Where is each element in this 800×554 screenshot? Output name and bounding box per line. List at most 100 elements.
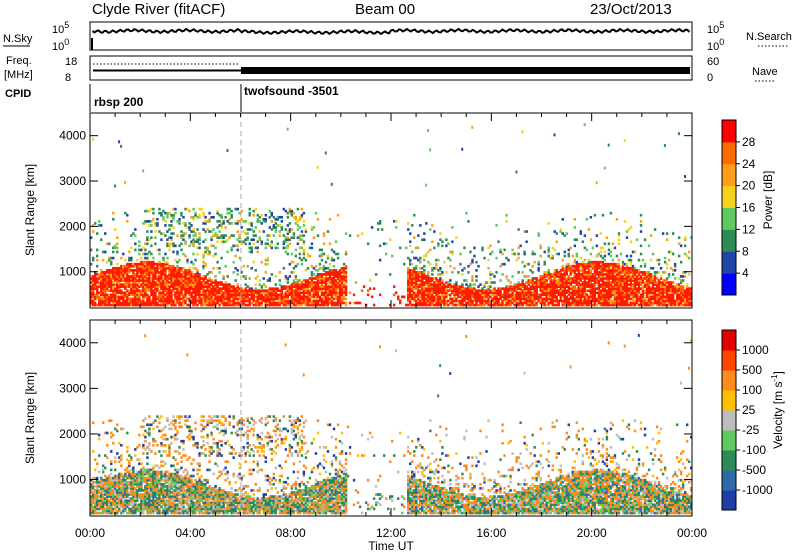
echo-cell bbox=[653, 281, 657, 284]
echo-cell bbox=[469, 301, 472, 305]
echo-cell bbox=[423, 299, 426, 303]
echo-cell bbox=[601, 256, 605, 260]
echo-cell bbox=[228, 236, 231, 239]
echo-cell bbox=[445, 244, 448, 248]
echo-cell bbox=[176, 260, 179, 264]
echo-cell bbox=[405, 246, 408, 250]
echo-cell bbox=[120, 303, 123, 307]
echo-cell bbox=[128, 279, 131, 282]
echo-cell bbox=[599, 285, 603, 288]
echo-cell bbox=[645, 285, 649, 288]
echo-cell bbox=[629, 303, 633, 307]
echo-cell bbox=[154, 242, 157, 246]
echo-cell bbox=[266, 262, 269, 266]
echo-cell bbox=[320, 254, 324, 258]
echo-cell bbox=[613, 246, 617, 250]
echo-cell bbox=[92, 485, 95, 488]
echo-cell bbox=[184, 224, 187, 227]
echo-cell bbox=[515, 283, 518, 286]
echo-cell bbox=[142, 222, 145, 225]
echo-cell bbox=[272, 303, 276, 307]
echo-cell bbox=[108, 242, 111, 246]
echo-cell bbox=[625, 287, 629, 291]
echo-cell bbox=[651, 285, 655, 288]
echo-cell bbox=[539, 244, 542, 248]
echo-cell bbox=[226, 238, 229, 242]
echo-cell bbox=[202, 287, 205, 291]
echo-cell bbox=[581, 262, 585, 266]
echo-cell bbox=[256, 240, 259, 244]
echo-cell bbox=[625, 269, 629, 272]
echo-cell bbox=[104, 299, 107, 303]
echo-cell bbox=[90, 497, 93, 500]
echo-cell bbox=[617, 301, 621, 305]
echo-cell bbox=[246, 232, 249, 235]
echo-cell bbox=[603, 293, 607, 297]
echo-cell bbox=[463, 291, 466, 295]
echo-cell bbox=[555, 279, 558, 282]
echo-cell bbox=[126, 279, 129, 282]
echo-cell bbox=[563, 299, 566, 303]
echo-cell bbox=[649, 289, 653, 293]
echo-cell bbox=[202, 285, 205, 288]
echo-cell bbox=[290, 228, 294, 231]
echo-cell bbox=[300, 281, 304, 284]
echo-cell bbox=[120, 144, 123, 148]
echo-cell bbox=[577, 301, 581, 305]
echo-cell bbox=[96, 277, 99, 280]
echo-cell bbox=[378, 220, 382, 223]
echo-cell bbox=[152, 301, 155, 305]
echo-cell bbox=[338, 269, 342, 272]
echo-cell bbox=[677, 287, 681, 291]
echo-cell bbox=[320, 285, 324, 288]
echo-cell bbox=[623, 266, 627, 270]
echo-cell bbox=[202, 279, 205, 282]
echo-cell bbox=[595, 234, 599, 237]
echo-cell bbox=[136, 295, 139, 299]
echo-cell bbox=[376, 222, 380, 225]
echo-cell bbox=[198, 287, 201, 291]
echo-cell bbox=[573, 303, 577, 307]
echo-cell bbox=[380, 228, 384, 231]
echo-cell bbox=[184, 273, 187, 276]
echo-cell bbox=[565, 289, 568, 293]
echo-cell bbox=[286, 215, 290, 219]
echo-cell bbox=[543, 281, 546, 284]
echo-cell bbox=[272, 299, 276, 303]
echo-cell bbox=[124, 180, 127, 184]
echo-cell bbox=[555, 240, 558, 244]
echo-cell bbox=[158, 275, 161, 278]
echo-cell bbox=[613, 297, 617, 301]
echo-cell bbox=[549, 283, 552, 286]
echo-cell bbox=[443, 299, 446, 303]
echo-cell bbox=[190, 277, 193, 280]
echo-cell bbox=[459, 252, 462, 256]
echo-cell bbox=[511, 291, 514, 295]
echo-cell bbox=[92, 285, 95, 288]
echo-cell bbox=[523, 283, 526, 286]
echo-cell bbox=[156, 289, 159, 293]
echo-cell bbox=[523, 297, 526, 301]
echo-cell bbox=[667, 258, 671, 262]
echo-cell bbox=[613, 264, 617, 268]
echo-cell bbox=[90, 299, 93, 303]
echo-cell bbox=[324, 273, 328, 276]
echo-cell bbox=[204, 283, 207, 286]
echo-cell bbox=[593, 293, 597, 297]
echo-cell bbox=[138, 303, 141, 307]
echo-cell bbox=[663, 260, 667, 264]
echo-cell bbox=[407, 297, 410, 301]
echo-cell bbox=[539, 279, 542, 282]
echo-cell bbox=[208, 299, 211, 303]
echo-cell bbox=[126, 273, 129, 276]
echo-cell bbox=[244, 232, 247, 235]
echo-cell bbox=[148, 281, 151, 284]
echo-cell bbox=[407, 273, 410, 276]
echo-cell bbox=[513, 283, 516, 286]
echo-cell bbox=[128, 262, 131, 266]
echo-cell bbox=[583, 277, 587, 280]
echo-cell bbox=[300, 295, 304, 299]
echo-cell bbox=[94, 271, 97, 274]
